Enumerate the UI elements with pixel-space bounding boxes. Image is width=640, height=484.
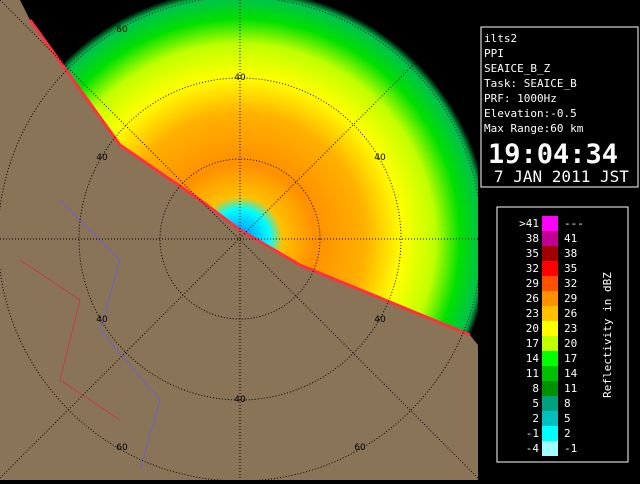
legend-low: 38 <box>526 232 539 245</box>
legend-high: 14 <box>564 367 578 380</box>
legend-swatch <box>542 216 558 231</box>
legend-swatch <box>542 321 558 336</box>
range-label: 40 <box>96 315 108 325</box>
boundary <box>19 259 121 421</box>
legend-swatch <box>542 306 558 321</box>
legend-low: 29 <box>526 277 539 290</box>
legend-high: 29 <box>564 292 577 305</box>
legend-swatch <box>542 366 558 381</box>
info-line: SEAICE_B_Z <box>484 62 551 75</box>
legend-box <box>496 206 629 463</box>
legend-swatch <box>542 396 558 411</box>
range-label: 40 <box>374 315 386 325</box>
legend-low: 2 <box>532 412 539 425</box>
legend-low: >41 <box>519 217 539 230</box>
legend-swatch <box>542 276 558 291</box>
legend-high: 11 <box>564 382 577 395</box>
legend-low: 8 <box>532 382 539 395</box>
legend-high: --- <box>564 217 584 230</box>
legend-high: -1 <box>564 442 577 455</box>
range-label: 40 <box>374 153 386 163</box>
legend-high: 2 <box>564 427 571 440</box>
info-line: ilts2 <box>484 32 517 45</box>
range-label: 60 <box>116 25 128 35</box>
info-panel <box>480 26 639 188</box>
legend-low: 14 <box>526 352 540 365</box>
legend-high: 20 <box>564 337 577 350</box>
legend-high: 23 <box>564 322 577 335</box>
range-label: 60 <box>354 443 366 453</box>
legend-low: 5 <box>532 397 539 410</box>
legend-low: -1 <box>526 427 539 440</box>
legend-high: 35 <box>564 262 577 275</box>
legend-swatch <box>542 261 558 276</box>
legend-low: 35 <box>526 247 539 260</box>
legend-high: 38 <box>564 247 577 260</box>
legend-swatch <box>542 411 558 426</box>
legend-low: 11 <box>526 367 539 380</box>
legend-swatch <box>542 336 558 351</box>
land <box>0 0 478 480</box>
legend-swatch <box>542 381 558 396</box>
legend-high: 26 <box>564 307 577 320</box>
legend-high: 32 <box>564 277 577 290</box>
legend-swatch <box>542 291 558 306</box>
range-rings <box>0 0 482 480</box>
legend-swatch <box>542 231 558 246</box>
legend-high: 8 <box>564 397 571 410</box>
coast-echo <box>28 19 471 337</box>
info-line: PPI <box>484 47 504 60</box>
legend-swatch <box>542 246 558 261</box>
legend-swatch <box>542 441 558 456</box>
info-line: Max Range:60 km <box>484 122 584 135</box>
info-line: Elevation:-0.5 <box>484 107 577 120</box>
range-label: 40 <box>234 395 246 405</box>
date: 7 JAN 2011 JST <box>494 167 629 186</box>
legend-swatch <box>542 426 558 441</box>
info-line: PRF: 1000Hz <box>484 92 557 105</box>
info-line: Task: SEAICE_B <box>484 77 577 90</box>
time: 19:04:34 <box>488 139 618 170</box>
legend-high: 5 <box>564 412 571 425</box>
range-label: 60 <box>116 443 128 453</box>
range-label: 40 <box>96 153 108 163</box>
legend-low: 32 <box>526 262 539 275</box>
legend-low: 20 <box>526 322 539 335</box>
legend-low: 17 <box>526 337 539 350</box>
legend-low: -4 <box>526 442 540 455</box>
legend-low: 23 <box>526 307 539 320</box>
legend-high: 17 <box>564 352 577 365</box>
range-label: 40 <box>234 73 246 83</box>
legend-swatch <box>542 351 558 366</box>
river <box>59 199 161 471</box>
legend-title: Reflectivity in dBZ <box>601 272 614 398</box>
legend-low: 26 <box>526 292 539 305</box>
legend-high: 41 <box>564 232 577 245</box>
